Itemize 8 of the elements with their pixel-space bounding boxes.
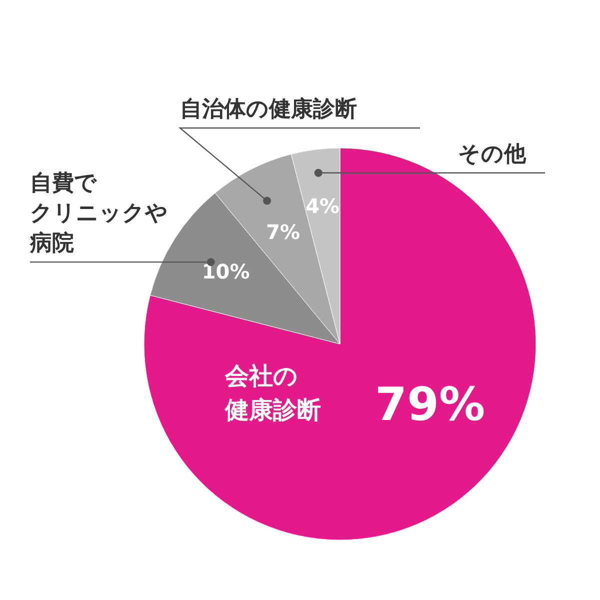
data-label: 4% bbox=[306, 194, 340, 218]
data-label: 7% bbox=[266, 220, 300, 244]
data-label: 10% bbox=[202, 260, 250, 284]
slice-label: その他 bbox=[458, 142, 527, 167]
slice-label: 自治体の健康診断 bbox=[180, 96, 357, 122]
slice-label: 会社の健康診断 bbox=[224, 362, 321, 424]
data-label: 79% bbox=[375, 377, 486, 431]
slice-label: 自費でクリニックや病院 bbox=[29, 171, 168, 256]
